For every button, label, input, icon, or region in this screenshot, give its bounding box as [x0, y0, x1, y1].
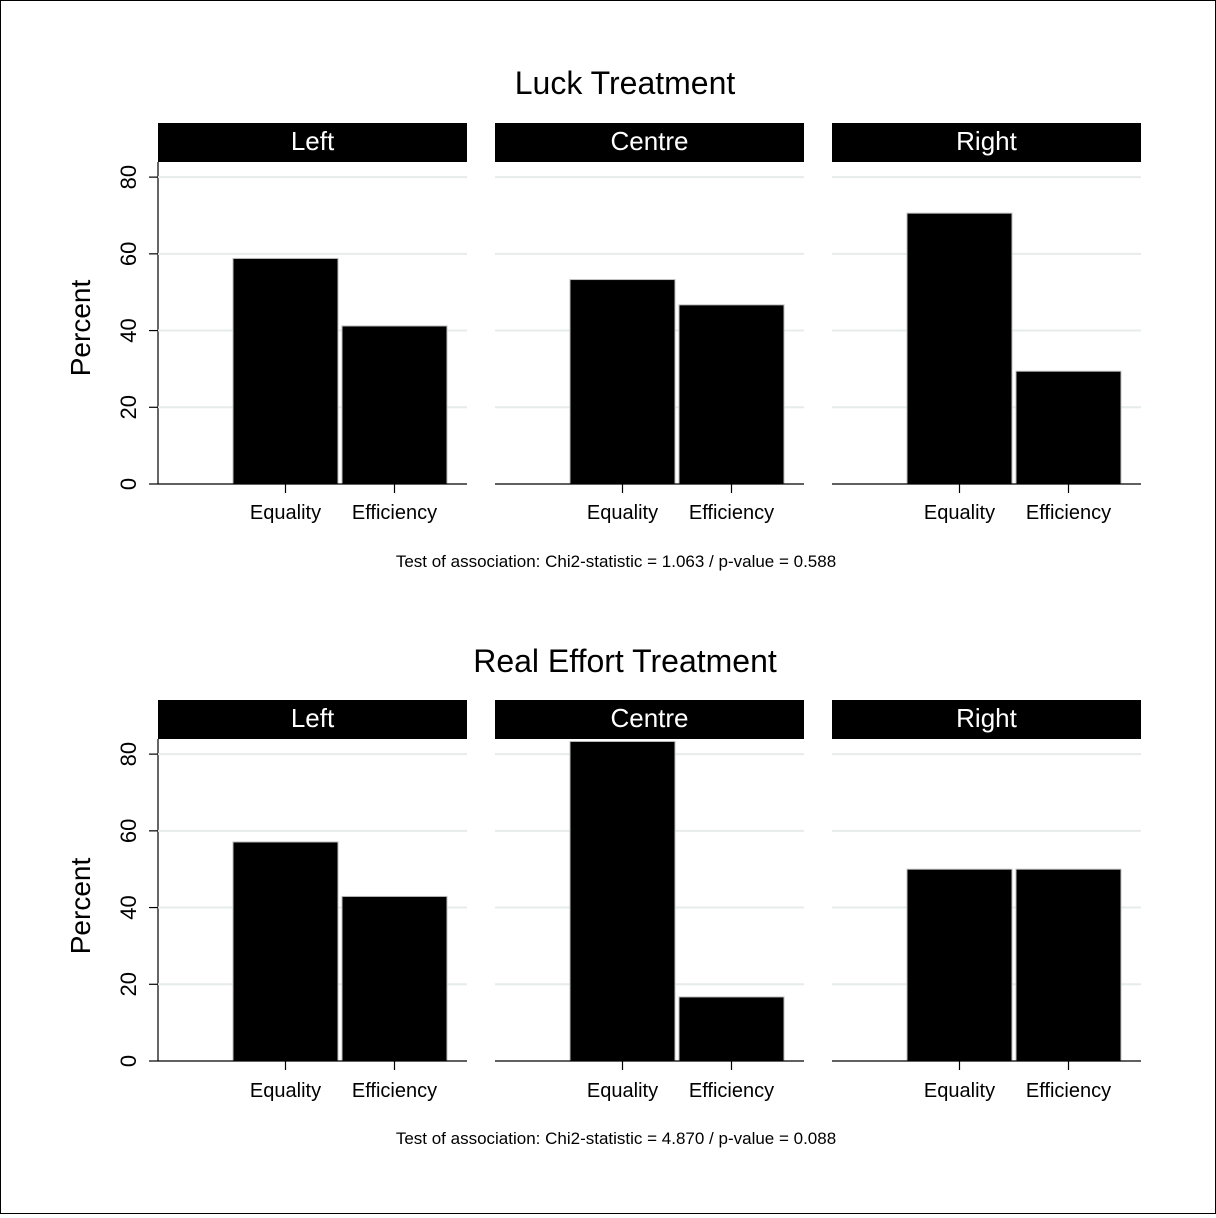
y-tick-label: 60: [116, 242, 141, 266]
y-tick-label: 20: [116, 972, 141, 996]
y-tick-label: 60: [116, 819, 141, 843]
panel-strip: [158, 123, 467, 162]
y-tick-label: 40: [116, 318, 141, 342]
panel-strip: [495, 123, 804, 162]
y-axis-label: Percent: [65, 280, 96, 377]
y-tick-label: 20: [116, 395, 141, 419]
panel-centre: Centre Equality Efficiency: [495, 700, 804, 1102]
x-tick-label: Equality: [924, 1080, 995, 1102]
chart-note: Test of association: Chi2-statistic = 1.…: [396, 552, 836, 571]
x-tick-label: Equality: [587, 502, 658, 524]
y-tick-label: 0: [116, 1055, 141, 1067]
chart-group-0: Luck Treatment Percent 0 20 40 60 80 Left Equali…: [65, 65, 1141, 571]
bar-equality: [569, 279, 676, 485]
panel-right: Right Equality Efficiency: [832, 123, 1141, 524]
x-tick-label: Efficiency: [689, 1080, 774, 1102]
bar-efficiency: [678, 996, 785, 1062]
x-tick-label: Efficiency: [689, 502, 774, 524]
bar-efficiency: [1015, 868, 1122, 1062]
panel-strip-label: Right: [956, 703, 1017, 733]
panel-strip-label: Centre: [610, 126, 688, 156]
panel-left: Left Equality Efficiency: [158, 123, 467, 524]
y-tick-label: 80: [116, 165, 141, 189]
x-tick-label: Equality: [250, 1080, 321, 1102]
bar-equality: [569, 740, 676, 1062]
x-tick-label: Efficiency: [352, 1080, 437, 1102]
x-tick-label: Equality: [587, 1080, 658, 1102]
x-tick-label: Equality: [924, 502, 995, 524]
chart-title: Luck Treatment: [515, 65, 736, 101]
bar-efficiency: [341, 325, 448, 485]
x-tick-label: Efficiency: [352, 502, 437, 524]
panel-right: Right Equality Efficiency: [832, 700, 1141, 1102]
x-tick-label: Efficiency: [1026, 502, 1111, 524]
bar-equality: [906, 212, 1013, 485]
y-tick-label: 80: [116, 742, 141, 766]
x-tick-label: Equality: [250, 502, 321, 524]
bar-efficiency: [341, 895, 448, 1062]
bar-efficiency: [1015, 370, 1122, 485]
bar-equality: [232, 257, 339, 485]
chart-note: Test of association: Chi2-statistic = 4.…: [396, 1129, 836, 1148]
panel-strip-label: Left: [291, 703, 335, 733]
bar-equality: [906, 868, 1013, 1062]
chart-title: Real Effort Treatment: [473, 643, 777, 679]
panel-strip: [495, 700, 804, 739]
panel-left: Left Equality Efficiency: [158, 700, 467, 1102]
panel-strip-label: Centre: [610, 703, 688, 733]
chart-group-1: Real Effort Treatment Percent 0 20 40 60 80 Lef…: [65, 643, 1141, 1148]
y-tick-label: 0: [116, 478, 141, 490]
panel-centre: Centre Equality Efficiency: [495, 123, 804, 524]
panel-strip: [158, 700, 467, 739]
x-tick-label: Efficiency: [1026, 1080, 1111, 1102]
panel-strip-label: Right: [956, 126, 1017, 156]
bar-equality: [232, 841, 339, 1062]
panel-strip: [832, 700, 1141, 739]
bar-efficiency: [678, 304, 785, 485]
y-tick-label: 40: [116, 895, 141, 919]
panel-strip: [832, 123, 1141, 162]
panel-strip-label: Left: [291, 126, 335, 156]
y-axis-label: Percent: [65, 858, 96, 955]
